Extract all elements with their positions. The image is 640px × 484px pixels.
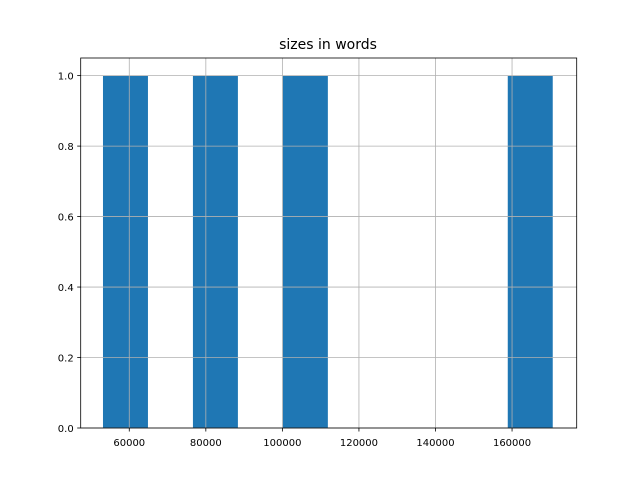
histogram-bar xyxy=(282,75,328,428)
y-tick-label: 0.0 xyxy=(58,424,74,435)
axes-frame xyxy=(80,57,578,429)
y-tick-label: 0.2 xyxy=(58,354,74,365)
y-tick-label: 1.0 xyxy=(58,72,74,83)
x-tick-label: 140000 xyxy=(416,438,454,449)
x-tick-label: 100000 xyxy=(263,438,301,449)
chart-title: sizes in words xyxy=(279,37,377,53)
x-tick-label: 80000 xyxy=(190,438,222,449)
y-tick-label: 0.6 xyxy=(58,213,74,224)
x-tick-label: 120000 xyxy=(340,438,378,449)
x-tick-label: 60000 xyxy=(113,438,145,449)
histogram-bar xyxy=(192,75,238,428)
y-tick-label: 0.8 xyxy=(58,142,74,153)
histogram-bar xyxy=(102,75,148,428)
y-tick-label: 0.4 xyxy=(58,283,74,294)
histogram-bar xyxy=(507,75,553,428)
x-tick-label: 160000 xyxy=(493,438,531,449)
